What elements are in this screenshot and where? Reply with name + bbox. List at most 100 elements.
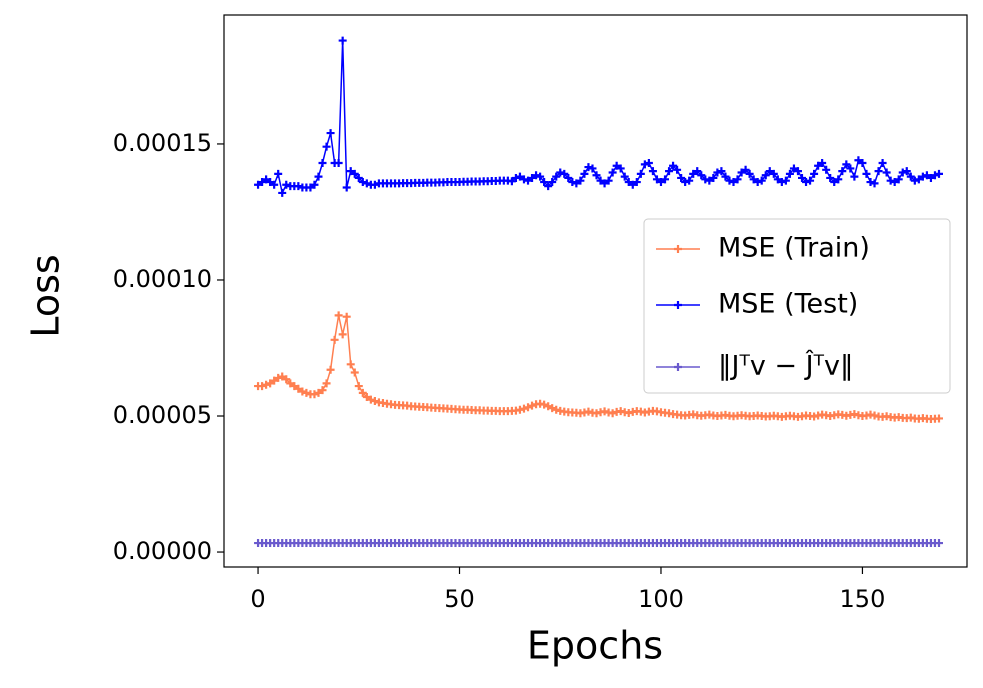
point-marker [572,179,581,188]
point-marker [810,169,819,178]
point-marker [262,380,271,389]
point-marker [894,175,903,184]
point-marker [677,173,686,182]
point-marker [608,168,617,177]
point-marker [524,176,533,185]
point-marker [282,180,291,189]
point-marker [306,183,315,192]
point-marker [918,172,927,181]
point-marker [834,175,843,184]
legend-frame [643,218,951,394]
point-marker [592,171,601,180]
point-marker [826,173,835,182]
point-marker [314,388,323,397]
point-marker [326,129,335,138]
point-marker [608,409,617,418]
point-marker [818,158,827,167]
point-marker [322,379,331,388]
point-marker [802,178,811,187]
point-marker [741,165,750,174]
point-marker [519,175,528,184]
point-marker [648,167,657,176]
x-tick-label: 50 [444,585,475,613]
point-marker [258,178,267,187]
point-marker [524,403,533,412]
point-marker [528,401,537,410]
point-marker [814,161,823,170]
point-marker [334,158,343,167]
x-axis-label: Epochs [527,624,663,668]
point-marker [665,167,674,176]
point-marker [785,169,794,178]
point-marker [717,167,726,176]
point-marker [632,178,641,187]
point-marker [362,392,371,401]
point-marker [270,180,279,189]
point-marker [294,182,303,191]
point-marker [350,368,359,377]
point-marker [532,171,541,180]
point-marker [600,179,609,188]
point-marker [580,169,589,178]
y-tick-label: 0.00015 [113,129,212,157]
point-marker [552,172,561,181]
point-marker [701,175,710,184]
point-marker [898,168,907,177]
point-marker [910,176,919,185]
point-marker [362,179,371,188]
point-marker [874,167,883,176]
point-marker [322,142,331,151]
point-marker [745,169,754,178]
y-tick-label: 0.00010 [113,265,212,293]
point-marker [314,172,323,181]
point-marker [781,176,790,185]
point-marker [656,178,665,187]
point-marker [536,172,545,181]
point-marker [540,178,549,187]
point-marker [318,386,327,395]
point-marker [354,173,363,182]
point-marker [330,335,339,344]
point-marker [270,376,279,385]
point-marker [721,172,730,181]
x-tick-label: 150 [840,585,886,613]
point-marker [689,169,698,178]
point-marker [846,164,855,173]
point-marker [765,167,774,176]
point-marker [370,180,379,189]
plot-frame [223,14,968,568]
legend-label: MSE (Train) [718,233,870,264]
point-marker [842,160,851,169]
point-marker [705,176,714,185]
x-tick-label: 100 [638,585,684,613]
point-marker [604,176,613,185]
point-marker [290,382,299,391]
point-marker [370,397,379,406]
point-marker [338,330,347,339]
point-marker [342,312,351,321]
legend-label: ‖Jᵀv − Ĵᵀv‖ [718,351,853,382]
point-marker [922,171,931,180]
point-marker [886,176,895,185]
point-marker [298,387,307,396]
point-marker [636,169,645,178]
point-marker [685,176,694,185]
point-marker [640,160,649,169]
point-marker [326,365,335,374]
point-marker [934,414,943,423]
point-marker [729,178,738,187]
point-marker [515,172,524,181]
point-marker [681,178,690,187]
point-marker [310,180,319,189]
point-marker [548,404,557,413]
point-marker [584,163,593,172]
point-marker [661,175,670,184]
point-marker [274,169,283,178]
point-marker [798,173,807,182]
point-marker [906,172,915,181]
point-marker [749,175,758,184]
point-marker [713,168,722,177]
point-marker [556,168,565,177]
point-marker [354,382,363,391]
point-marker [254,180,263,189]
